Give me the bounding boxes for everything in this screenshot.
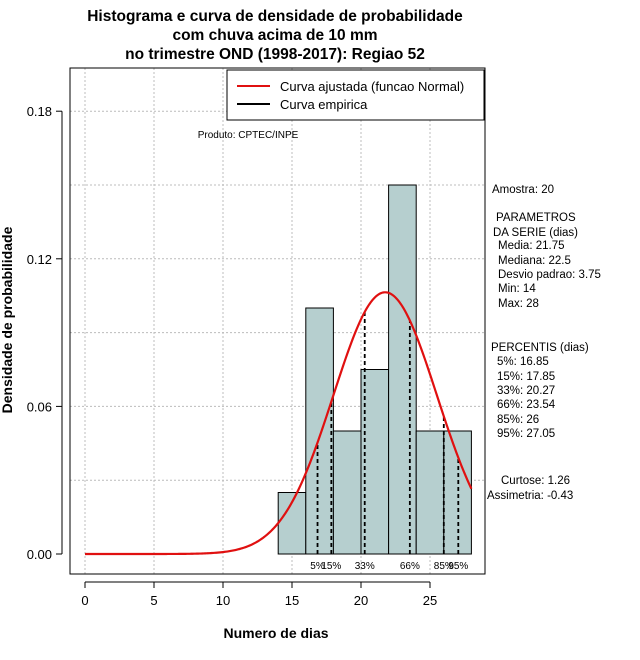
percentile-lines: [316, 311, 460, 554]
percentil-85: 85%: 26: [497, 414, 539, 426]
title-line-1: Histograma e curva de densidade de proba…: [87, 8, 463, 25]
legend-box: [226, 69, 485, 121]
skewness: Assimetria: -0.43: [487, 490, 573, 502]
x-tick-label: 20: [354, 593, 368, 608]
y-tick-label: 0.12: [27, 252, 52, 267]
x-tick-label: 25: [423, 593, 437, 608]
sample-size: Amostra: 20: [492, 184, 554, 196]
x-tick-label: 5: [150, 593, 157, 608]
percentil-33: 33%: 20.27: [497, 385, 555, 397]
side-panel: Amostra: 20 PARAMETROS DA SERIE (dias) M…: [487, 184, 601, 502]
y-tick-label: 0.00: [27, 547, 52, 562]
percentile-label: 15%: [321, 561, 341, 572]
param-mean: Media: 21.75: [498, 240, 565, 252]
x-tick-label: 10: [216, 593, 230, 608]
y-axis-label: Densidade de probabilidade: [0, 226, 15, 413]
params-title-2: DA SERIE (dias): [493, 227, 578, 239]
percentil-5: 5%: 16.85: [497, 356, 549, 368]
percentile-labels: 5%15% 33% 66% 85%95%: [310, 561, 468, 572]
percentile-label: 66%: [400, 561, 420, 572]
x-axis: 0 5 10 15 20 25: [81, 581, 437, 608]
percentile-label: 85%: [434, 561, 454, 572]
histogram-bar: [332, 430, 362, 555]
x-axis-label: Numero de dias: [223, 625, 328, 641]
percentil-15: 15%: 17.85: [497, 371, 555, 383]
fitted-normal-curve: [85, 291, 473, 556]
percentil-95: 95%: 27.05: [497, 428, 555, 440]
title-line-3: no trimestre OND (1998-2017): Regiao 52: [125, 46, 425, 63]
percentile-label: 5%: [310, 561, 325, 572]
params-title-1: PARAMETROS: [496, 212, 576, 224]
histogram-bar: [388, 184, 417, 555]
kurtosis: Curtose: 1.26: [501, 475, 570, 487]
y-tick-label: 0.06: [27, 399, 52, 414]
title-line-2: com chuva acima de 10 mm: [172, 27, 377, 44]
histogram-bars: [277, 184, 472, 555]
percentile-label: 95%: [448, 561, 468, 572]
product-annotation: Produto: CPTEC/INPE: [198, 130, 299, 141]
histogram-bar: [415, 430, 445, 555]
histogram-bar: [443, 430, 472, 555]
plot-frame: [69, 67, 486, 575]
legend-fit-label: Curva ajustada (funcao Normal): [280, 79, 464, 94]
legend: Curva ajustada (funcao Normal) Curva emp…: [226, 69, 485, 121]
chart-title: Histograma e curva de densidade de proba…: [87, 8, 463, 63]
x-tick-label: 15: [285, 593, 299, 608]
y-tick-label: 0.18: [27, 104, 52, 119]
param-min: Min: 14: [498, 283, 536, 295]
param-sd: Desvio padrao: 3.75: [498, 269, 601, 281]
x-tick-label: 0: [81, 593, 88, 608]
histogram-bar: [305, 307, 334, 555]
param-max: Max: 28: [498, 298, 539, 310]
y-axis: 0.00 0.06 0.12 0.18: [27, 104, 63, 562]
param-median: Mediana: 22.5: [498, 255, 571, 267]
percentis-title: PERCENTIS (dias): [491, 342, 589, 354]
legend-empirical-label: Curva empirica: [280, 97, 368, 112]
percentile-label: 33%: [355, 561, 375, 572]
percentil-66: 66%: 23.54: [497, 399, 556, 411]
